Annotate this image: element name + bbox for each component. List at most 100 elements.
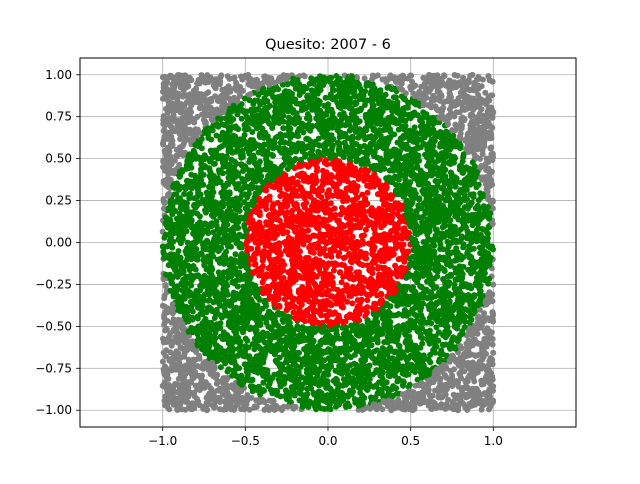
data-point [263,320,269,326]
data-point [163,232,169,238]
data-point [246,159,252,165]
data-point [347,128,353,134]
data-point [163,282,169,288]
data-point [390,383,396,389]
data-point [305,111,311,117]
data-point [380,345,386,351]
data-point [420,75,426,81]
data-point [412,124,418,130]
data-point [352,100,358,106]
data-point [379,144,385,150]
data-point [342,255,348,261]
data-point [334,331,340,337]
data-point [407,382,413,388]
data-point [315,117,321,123]
data-point [181,141,187,147]
data-point [339,371,345,377]
data-point [214,381,220,387]
data-point [393,161,399,167]
data-point [188,172,194,178]
data-point [445,239,451,245]
data-point [305,375,311,381]
data-point [455,73,461,79]
data-point [233,251,239,257]
data-point [361,232,367,238]
data-point [299,193,305,199]
data-point [201,262,207,268]
data-point [298,157,304,163]
data-point [320,168,326,174]
data-point [292,304,298,310]
data-point [301,346,307,352]
data-point [278,393,284,399]
data-point [293,132,299,138]
data-point [450,133,456,139]
data-point [241,178,247,184]
data-point [447,346,453,352]
data-point [162,328,168,334]
data-point [452,122,458,128]
data-point [349,300,355,306]
data-point [309,248,315,254]
data-point [247,407,253,413]
data-point [254,209,260,215]
data-point [181,354,187,360]
data-point [258,173,264,179]
data-point [306,191,312,197]
data-point [188,283,194,289]
data-point [301,84,307,90]
data-point [413,383,419,389]
data-point [185,386,191,392]
data-point [371,103,377,109]
data-point [433,178,439,184]
data-point [161,255,167,261]
data-point [195,316,201,322]
data-point [239,116,245,122]
data-point [487,77,493,83]
data-point [251,141,257,147]
data-point [220,160,226,166]
data-point [210,229,216,235]
data-point [161,350,167,356]
data-point [362,168,368,174]
data-point [302,73,308,79]
data-point [199,145,205,151]
data-point [216,356,222,362]
data-point [440,342,446,348]
data-point [332,309,338,315]
chart-title: Quesito: 2007 - 6 [265,37,391,53]
data-point [176,248,182,254]
data-point [302,151,308,157]
data-point [383,175,389,181]
data-point [409,306,415,312]
data-point [440,351,446,357]
data-point [427,359,433,365]
data-point [387,303,393,309]
data-point [284,396,290,402]
data-point [490,282,496,288]
data-point [475,92,481,98]
data-point [364,297,370,303]
data-point [428,301,434,307]
data-point [282,296,288,302]
data-point [186,314,192,320]
data-point [263,155,269,161]
data-point [275,134,281,140]
data-point [301,176,307,182]
data-point [251,346,257,352]
data-point [365,190,371,196]
data-point [364,386,370,392]
data-point [473,205,479,211]
data-point [477,358,483,364]
data-point [407,388,413,394]
data-point [458,90,464,96]
data-point [372,360,378,366]
data-point [170,239,176,245]
data-point [418,318,424,324]
data-point [322,160,328,166]
data-point [185,394,191,400]
data-point [430,116,436,122]
data-point [300,102,306,108]
